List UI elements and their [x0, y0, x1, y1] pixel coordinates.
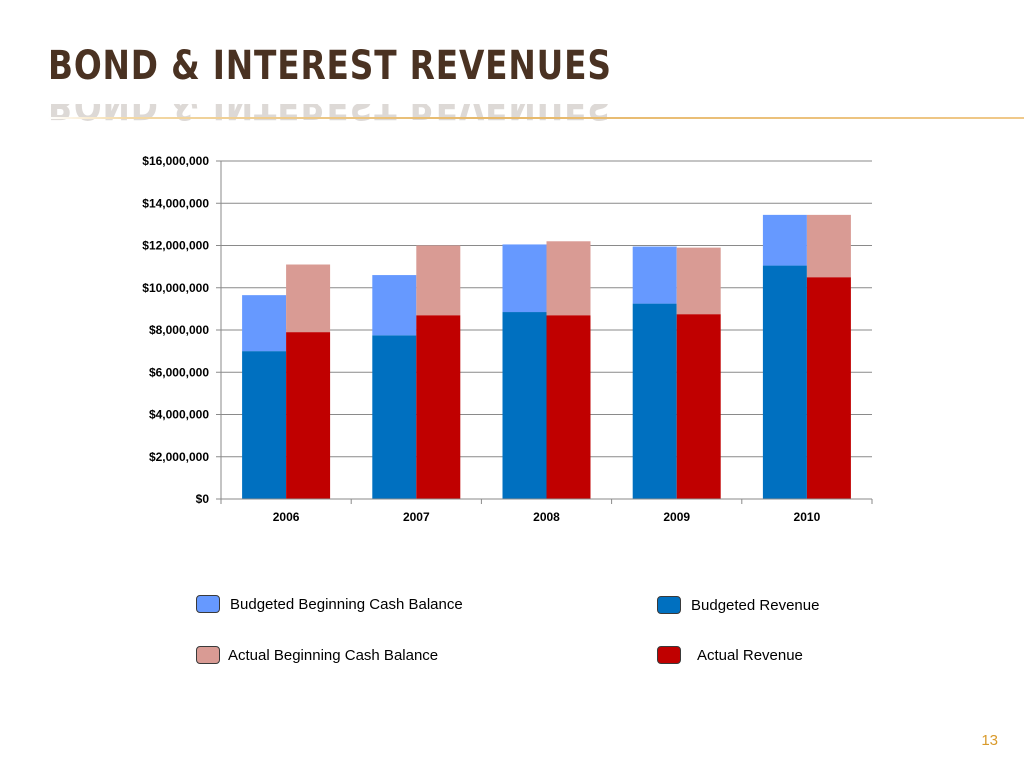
- legend-swatch-budgeted-cash: [196, 595, 220, 613]
- x-tick-label: 2008: [533, 510, 560, 524]
- actual-beginning-cash-balance-bar: [806, 214, 851, 278]
- legend-swatch-actual-revenue: [657, 646, 681, 664]
- legend-label-budgeted-revenue: Budgeted Revenue: [691, 596, 820, 614]
- actual-beginning-cash-balance-bar: [416, 245, 461, 316]
- budgeted-revenue-bar: [632, 303, 677, 499]
- budgeted-revenue-bar: [762, 265, 807, 499]
- actual-revenue-bar: [806, 277, 851, 499]
- y-tick-label: $10,000,000: [142, 281, 209, 295]
- actual-revenue-bar: [546, 315, 591, 499]
- x-tick-label: 2006: [273, 510, 300, 524]
- budgeted-beginning-cash-balance-bar: [502, 244, 547, 313]
- x-tick-label: 2010: [794, 510, 821, 524]
- budgeted-beginning-cash-balance-bar: [762, 214, 807, 266]
- x-tick-label: 2009: [663, 510, 690, 524]
- actual-beginning-cash-balance-bar: [676, 247, 721, 315]
- y-tick-label: $16,000,000: [142, 154, 209, 168]
- slide-title-wrap: BOND & INTEREST REVENUES BOND & INTEREST…: [48, 43, 736, 124]
- budgeted-revenue-bar: [372, 335, 417, 499]
- x-tick-label: 2007: [403, 510, 430, 524]
- y-tick-label: $8,000,000: [149, 323, 209, 337]
- actual-beginning-cash-balance-bar: [546, 241, 591, 316]
- legend-item-budgeted-cash: Budgeted Beginning Cash Balance: [196, 595, 463, 613]
- actual-revenue-bar: [416, 315, 461, 499]
- budgeted-beginning-cash-balance-bar: [242, 295, 287, 352]
- legend-item-actual-cash: Actual Beginning Cash Balance: [196, 646, 438, 664]
- page-number: 13: [981, 732, 998, 749]
- y-tick-label: $14,000,000: [142, 196, 209, 210]
- legend-label-budgeted-cash: Budgeted Beginning Cash Balance: [230, 595, 463, 613]
- title-rule: [48, 117, 1024, 119]
- y-tick-label: $4,000,000: [149, 408, 209, 422]
- y-tick-label: $2,000,000: [149, 450, 209, 464]
- axes: $0 $2,000,000 $4,000,000 $6,000,000 $8,000,0…: [142, 154, 873, 524]
- legend-item-budgeted-revenue: Budgeted Revenue: [657, 596, 819, 614]
- budgeted-revenue-bar: [502, 312, 547, 499]
- legend-swatch-actual-cash: [196, 646, 220, 664]
- y-tick-label: $12,000,000: [142, 239, 209, 253]
- actual-revenue-bar: [676, 314, 721, 499]
- budgeted-beginning-cash-balance-bar: [372, 275, 417, 336]
- y-tick-label: $6,000,000: [149, 365, 209, 379]
- actual-revenue-bar: [286, 332, 331, 499]
- legend-label-actual-revenue: Actual Revenue: [697, 646, 803, 664]
- y-tick-label: $0: [196, 492, 210, 506]
- budgeted-beginning-cash-balance-bar: [632, 246, 677, 304]
- actual-beginning-cash-balance-bar: [286, 264, 331, 333]
- legend-label-actual-cash: Actual Beginning Cash Balance: [228, 646, 439, 664]
- legend-swatch-budgeted-revenue: [657, 596, 681, 614]
- slide-title: BOND & INTEREST REVENUES: [48, 43, 612, 89]
- legend-item-actual-revenue: Actual Revenue: [657, 646, 803, 664]
- bars: [242, 214, 851, 499]
- budgeted-revenue-bar: [242, 351, 287, 499]
